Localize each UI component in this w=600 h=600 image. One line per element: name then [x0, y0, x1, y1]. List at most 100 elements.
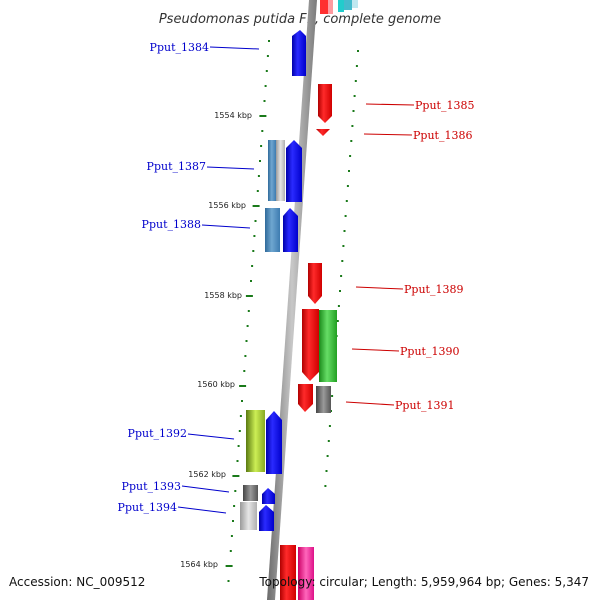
gene-pput-1391-part-a[interactable] [298, 384, 313, 412]
gene-pput-1384[interactable] [292, 30, 306, 76]
minor-tick-right [336, 320, 339, 322]
minor-tick-right [357, 50, 359, 52]
minor-tick-right [353, 95, 356, 97]
scale-label-1556: 1556 kbp [208, 201, 246, 210]
minor-tick-left [245, 340, 248, 342]
genome-backbone [267, 0, 317, 600]
gene-pput-1387[interactable] [286, 140, 302, 202]
minor-tick-left [239, 415, 242, 417]
minor-tick-left [250, 280, 252, 282]
accession-text: Accession: NC_009512 [9, 575, 145, 589]
minor-tick-left [253, 235, 256, 237]
minor-tick-left [246, 325, 249, 327]
label-pput-1393[interactable]: Pput_1393 [122, 480, 181, 493]
minor-tick-left [233, 505, 236, 507]
minor-tick-left [264, 85, 267, 87]
gene-pput-1392-part-a[interactable] [246, 410, 265, 472]
minor-tick-left [251, 265, 254, 267]
scale-label-1558: 1558 kbp [204, 291, 242, 300]
major-tick-left [245, 295, 253, 297]
label-pput-1384[interactable]: Pput_1384 [150, 41, 209, 54]
minor-tick-right [355, 65, 358, 67]
major-tick-left [252, 205, 260, 207]
minor-tick-right [325, 470, 328, 472]
label-pput-1385[interactable]: Pput_1385 [415, 99, 474, 112]
minor-tick-left [244, 355, 247, 357]
minor-tick-right [331, 395, 334, 397]
gene-pput-1390-part-a[interactable] [302, 309, 319, 381]
label-pput-1394[interactable]: Pput_1394 [118, 501, 177, 514]
minor-tick-right [340, 275, 343, 277]
gene-bottom-pink[interactable] [298, 547, 314, 600]
label-pput-1389[interactable]: Pput_1389 [404, 283, 463, 296]
major-tick-left [232, 475, 240, 477]
minor-tick-left [243, 370, 246, 372]
label-pput-1391[interactable]: Pput_1391 [395, 399, 454, 412]
gene-pput-1393[interactable] [262, 488, 275, 504]
label-pput-1387[interactable]: Pput_1387 [147, 160, 206, 173]
minor-tick-left [265, 70, 268, 72]
minor-tick-right [351, 125, 354, 127]
scale-label-1562: 1562 kbp [188, 470, 226, 479]
gene-pput-1388[interactable] [283, 208, 298, 252]
minor-tick-right [348, 170, 350, 172]
label-pput-1388[interactable]: Pput_1388 [142, 218, 201, 231]
major-tick-left [259, 115, 267, 117]
minor-tick-right [342, 245, 345, 247]
gene-pput-1388-part-a[interactable] [265, 208, 280, 252]
minor-tick-left [268, 40, 270, 42]
minor-tick-right [350, 140, 353, 142]
map-title: Pseudomonas putida F1, complete genome [159, 12, 441, 27]
minor-tick-left [241, 400, 243, 402]
minor-tick-left [252, 250, 255, 252]
minor-tick-right [352, 110, 355, 112]
gene-bottom-red[interactable] [280, 545, 296, 600]
minor-tick-left [247, 310, 250, 312]
major-tick-left [239, 385, 247, 387]
minor-tick-right [346, 185, 349, 187]
label-pput-1386[interactable]: Pput_1386 [413, 129, 472, 142]
top-gene-fragments [320, 0, 358, 14]
gene-pput-1387-part-b[interactable] [276, 140, 285, 201]
minor-tick-right [328, 425, 331, 427]
minor-tick-left [260, 145, 263, 147]
minor-tick-left [229, 550, 232, 552]
gene-pput-1394[interactable] [259, 505, 274, 531]
gene-pput-1393-part-a[interactable] [243, 485, 258, 501]
minor-tick-right [337, 305, 340, 307]
minor-tick-left [230, 535, 233, 537]
minor-tick-right [344, 215, 347, 217]
scale-label-1564: 1564 kbp [180, 560, 218, 569]
minor-tick-left [256, 190, 259, 192]
scale-labels: 1554 kbp 1556 kbp 1558 kbp 1560 kbp 1562… [180, 111, 252, 569]
footer: Accession: NC_009512 Topology: circular;… [9, 575, 589, 589]
gene-pput-1385[interactable] [318, 84, 332, 123]
gene-pput-1394-part-a[interactable] [240, 502, 257, 530]
gene-blocks [240, 30, 337, 600]
minor-tick-left [254, 220, 257, 222]
gene-pput-1386[interactable] [316, 129, 330, 136]
scale-label-1554: 1554 kbp [214, 111, 252, 120]
label-leader-lines [177, 46, 415, 514]
gene-pput-1389[interactable] [308, 263, 322, 304]
gene-pput-1392[interactable] [266, 411, 282, 474]
minor-tick-right [326, 455, 329, 457]
gene-pput-1387-part-a[interactable] [268, 140, 276, 201]
minor-tick-left [237, 445, 240, 447]
minor-tick-left [227, 580, 230, 582]
minor-tick-right [327, 440, 330, 442]
minor-tick-left [232, 520, 234, 522]
scale-label-1560: 1560 kbp [197, 380, 235, 389]
minor-tick-right [324, 485, 327, 487]
label-pput-1392[interactable]: Pput_1392 [128, 427, 187, 440]
minor-tick-right [343, 230, 346, 232]
label-pput-1390[interactable]: Pput_1390 [400, 345, 459, 358]
major-tick-left [225, 565, 233, 567]
minor-tick-left [236, 460, 239, 462]
gene-labels: Pput_1384 Pput_1385 Pput_1386 Pput_1387 … [118, 41, 475, 514]
genome-summary-text: Topology: circular; Length: 5,959,964 bp… [258, 575, 589, 589]
minor-tick-right [349, 155, 352, 157]
gene-pput-1390[interactable] [319, 310, 337, 382]
minor-tick-right [354, 80, 357, 82]
gene-pput-1391[interactable] [316, 386, 331, 413]
